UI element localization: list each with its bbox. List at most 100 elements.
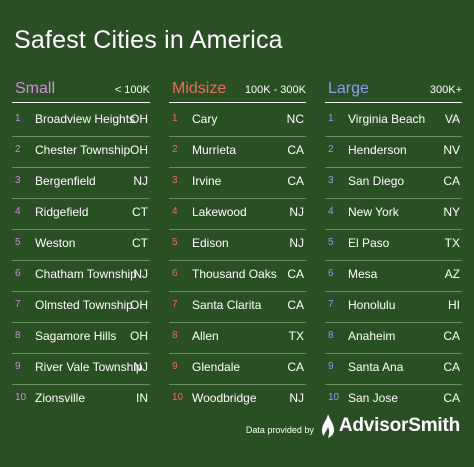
state-code: NY bbox=[443, 205, 460, 219]
table-row: 6 Thousand Oaks CA bbox=[169, 261, 306, 292]
rank-number: 3 bbox=[172, 175, 178, 186]
city-name: Olmsted Township bbox=[35, 298, 133, 312]
table-row: 10 San Jose CA bbox=[325, 385, 462, 415]
rank-number: 3 bbox=[328, 175, 334, 186]
table-row: 5 Weston CT bbox=[12, 230, 150, 261]
rank-number: 4 bbox=[172, 206, 178, 217]
state-code: AZ bbox=[444, 267, 460, 281]
state-code: HI bbox=[448, 298, 460, 312]
column-name: Large bbox=[328, 80, 369, 97]
table-row: 1 Broadview Heights OH bbox=[12, 106, 150, 137]
rank-number: 6 bbox=[15, 268, 21, 279]
city-name: Henderson bbox=[348, 143, 407, 157]
rank-number: 10 bbox=[328, 392, 340, 403]
state-code: CA bbox=[443, 391, 460, 405]
brand-name: AdvisorSmith bbox=[338, 415, 460, 436]
table-row: 7 Honolulu HI bbox=[325, 292, 462, 323]
column-midsize: Midsize 100K - 300K 1 Cary NC 2 Murrieta CA 3 I… bbox=[169, 80, 306, 415]
rank-number: 5 bbox=[172, 237, 178, 248]
column-header: Small < 100K bbox=[12, 80, 150, 103]
rank-number: 2 bbox=[172, 144, 178, 155]
state-code: CA bbox=[287, 298, 304, 312]
table-row: 10 Zionsville IN bbox=[12, 385, 150, 415]
rank-number: 1 bbox=[15, 113, 21, 124]
table-row: 10 Woodbridge NJ bbox=[169, 385, 306, 415]
rank-number: 1 bbox=[328, 113, 334, 124]
city-name: El Paso bbox=[348, 236, 390, 250]
rank-number: 8 bbox=[172, 330, 178, 341]
provided-by-text: Data provided by bbox=[245, 424, 314, 435]
city-list: 1 Cary NC 2 Murrieta CA 3 Irvine CA 4 Lakewood NJ 5 E… bbox=[169, 106, 306, 415]
rank-number: 7 bbox=[328, 299, 334, 310]
state-code: NJ bbox=[133, 267, 148, 281]
state-code: CA bbox=[443, 174, 460, 188]
state-code: NJ bbox=[289, 391, 304, 405]
city-name: Woodbridge bbox=[192, 391, 257, 405]
rank-number: 10 bbox=[172, 392, 184, 403]
column-large: Large 300K+ 1 Virginia Beach VA 2 Henderson N… bbox=[325, 80, 462, 415]
state-code: CT bbox=[132, 236, 148, 250]
rank-number: 10 bbox=[15, 392, 27, 403]
state-code: NJ bbox=[289, 236, 304, 250]
rank-number: 9 bbox=[328, 361, 334, 372]
city-name: River Vale Township bbox=[35, 360, 143, 374]
city-name: Irvine bbox=[192, 174, 222, 188]
city-name: Allen bbox=[192, 329, 219, 343]
table-row: 3 San Diego CA bbox=[325, 168, 462, 199]
rank-number: 6 bbox=[172, 268, 178, 279]
state-code: VA bbox=[444, 112, 460, 126]
city-name: Weston bbox=[35, 236, 76, 250]
state-code: TX bbox=[444, 236, 460, 250]
city-name: Santa Ana bbox=[348, 360, 404, 374]
state-code: NJ bbox=[133, 360, 148, 374]
city-name: Bergenfield bbox=[35, 174, 96, 188]
city-name: Anaheim bbox=[348, 329, 396, 343]
column-header: Large 300K+ bbox=[325, 80, 462, 103]
column-range: < 100K bbox=[114, 84, 150, 96]
column-range: 300K+ bbox=[429, 84, 462, 96]
state-code: IN bbox=[136, 391, 148, 405]
city-name: Thousand Oaks bbox=[192, 267, 277, 281]
table-row: 9 River Vale Township NJ bbox=[12, 354, 150, 385]
state-code: NJ bbox=[289, 205, 304, 219]
column-name: Midsize bbox=[172, 80, 227, 97]
table-row: 8 Allen TX bbox=[169, 323, 306, 354]
city-name: San Diego bbox=[348, 174, 405, 188]
table-row: 6 Mesa AZ bbox=[325, 261, 462, 292]
rank-number: 5 bbox=[15, 237, 21, 248]
rank-number: 8 bbox=[328, 330, 334, 341]
column-name: Small bbox=[15, 80, 56, 97]
city-name: Cary bbox=[192, 112, 218, 126]
table-row: 8 Sagamore Hills OH bbox=[12, 323, 150, 354]
state-code: CT bbox=[132, 205, 148, 219]
rank-number: 6 bbox=[328, 268, 334, 279]
footer: Data provided by AdvisorSmith bbox=[246, 414, 460, 438]
table-row: 2 Murrieta CA bbox=[169, 137, 306, 168]
table-row: 9 Glendale CA bbox=[169, 354, 306, 385]
state-code: NV bbox=[443, 143, 460, 157]
city-name: Chatham Township bbox=[35, 267, 137, 281]
rank-number: 2 bbox=[15, 144, 21, 155]
city-name: Sagamore Hills bbox=[35, 329, 117, 343]
table-row: 7 Olmsted Township OH bbox=[12, 292, 150, 323]
city-name: Ridgefield bbox=[35, 205, 89, 219]
state-code: TX bbox=[288, 329, 304, 343]
column-small: Small < 100K 1 Broadview Heights OH 2 Cheste… bbox=[12, 80, 150, 415]
page-title: Safest Cities in America bbox=[14, 26, 283, 54]
table-row: 3 Irvine CA bbox=[169, 168, 306, 199]
rank-number: 2 bbox=[328, 144, 334, 155]
table-row: 3 Bergenfield NJ bbox=[12, 168, 150, 199]
table-row: 8 Anaheim CA bbox=[325, 323, 462, 354]
city-name: Zionsville bbox=[35, 391, 86, 405]
column-range: 100K - 300K bbox=[244, 84, 306, 96]
city-name: Lakewood bbox=[192, 205, 247, 219]
table-row: 7 Santa Clarita CA bbox=[169, 292, 306, 323]
city-name: Broadview Heights bbox=[35, 112, 136, 126]
table-row: 6 Chatham Township NJ bbox=[12, 261, 150, 292]
rank-number: 9 bbox=[15, 361, 21, 372]
table-row: 1 Cary NC bbox=[169, 106, 306, 137]
city-list: 1 Virginia Beach VA 2 Henderson NV 3 San Diego C… bbox=[325, 106, 462, 415]
state-code: OH bbox=[130, 329, 148, 343]
table-row: 4 New York NY bbox=[325, 199, 462, 230]
advisorsmith-logo-icon bbox=[321, 414, 334, 438]
